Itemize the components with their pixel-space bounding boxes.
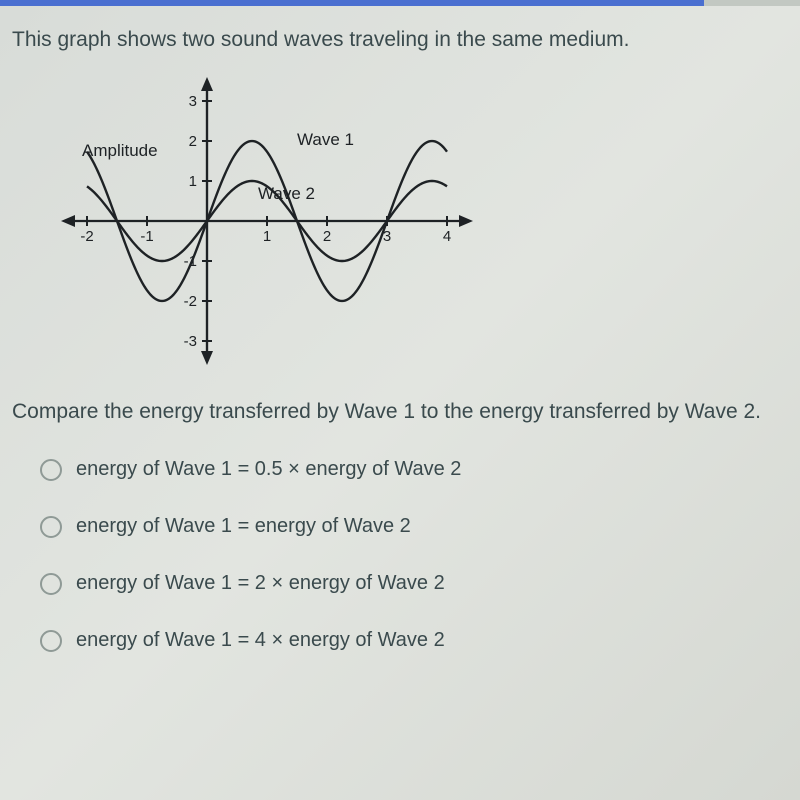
svg-text:2: 2 [189, 133, 197, 150]
option-label: energy of Wave 1 = 4 × energy of Wave 2 [76, 629, 445, 652]
wave-chart-svg: -2-11234-3-2-1123AmplitudeWave 1Wave 2 [12, 66, 532, 376]
svg-text:1: 1 [263, 228, 271, 245]
question-content: This graph shows two sound waves traveli… [0, 0, 800, 652]
svg-text:Amplitude: Amplitude [82, 141, 158, 160]
option-label: energy of Wave 1 = energy of Wave 2 [76, 515, 411, 538]
option-b[interactable]: energy of Wave 1 = energy of Wave 2 [40, 515, 788, 538]
option-label: energy of Wave 1 = 0.5 × energy of Wave … [76, 458, 461, 481]
radio-icon [40, 573, 62, 595]
svg-text:1: 1 [189, 173, 197, 190]
svg-text:-1: -1 [140, 228, 153, 245]
option-d[interactable]: energy of Wave 1 = 4 × energy of Wave 2 [40, 629, 788, 652]
svg-text:Wave 1: Wave 1 [297, 130, 354, 149]
option-label: energy of Wave 1 = 2 × energy of Wave 2 [76, 572, 445, 595]
radio-icon [40, 516, 62, 538]
question-text: Compare the energy transferred by Wave 1… [12, 400, 788, 424]
wave-chart: -2-11234-3-2-1123AmplitudeWave 1Wave 2 [12, 66, 788, 376]
svg-text:4: 4 [443, 228, 451, 245]
svg-text:3: 3 [189, 93, 197, 110]
svg-text:Wave 2: Wave 2 [258, 184, 315, 203]
progress-bar [0, 0, 800, 6]
svg-text:-3: -3 [184, 333, 197, 350]
option-a[interactable]: energy of Wave 1 = 0.5 × energy of Wave … [40, 458, 788, 481]
svg-text:-2: -2 [184, 293, 197, 310]
option-c[interactable]: energy of Wave 1 = 2 × energy of Wave 2 [40, 572, 788, 595]
svg-text:-2: -2 [80, 228, 93, 245]
intro-text: This graph shows two sound waves traveli… [12, 28, 788, 52]
svg-text:2: 2 [323, 228, 331, 245]
radio-icon [40, 630, 62, 652]
radio-icon [40, 459, 62, 481]
